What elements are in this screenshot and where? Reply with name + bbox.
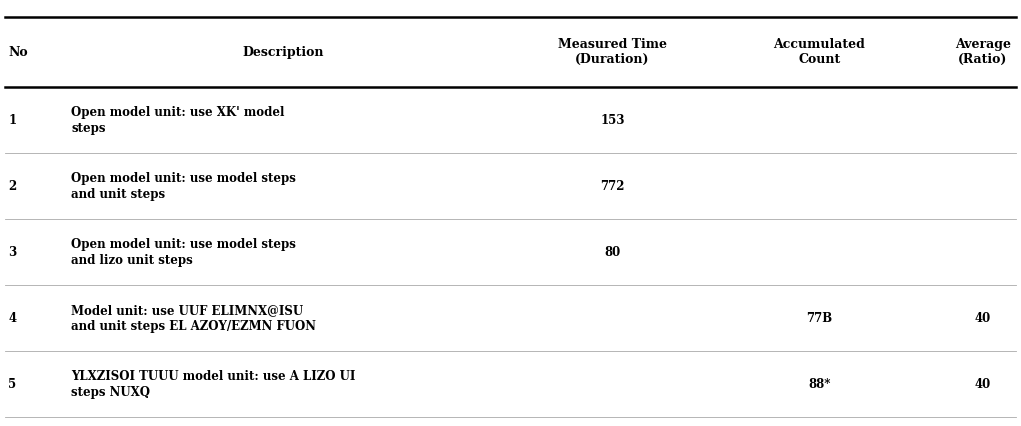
Text: 3: 3 [8,246,16,259]
Text: 153: 153 [600,114,625,127]
Text: YLXZISOI TUUU model unit: use A LIZO UI
steps NUXQ: YLXZISOI TUUU model unit: use A LIZO UI … [71,370,356,399]
Text: 1: 1 [8,114,16,127]
Text: Model unit: use UUF ELIMNX@ISU
and unit steps EL AZOY/EZMN FUON: Model unit: use UUF ELIMNX@ISU and unit … [71,304,317,333]
Text: 40: 40 [975,378,990,391]
Text: Measured Time
(Duration): Measured Time (Duration) [558,38,667,66]
Text: No: No [8,46,28,59]
Text: 772: 772 [600,180,625,193]
Text: Accumulated
Count: Accumulated Count [774,38,865,66]
Text: 77B: 77B [807,312,832,325]
Text: Open model unit: use XK' model
steps: Open model unit: use XK' model steps [71,106,285,135]
Text: Average
(Ratio): Average (Ratio) [955,38,1011,66]
Text: 4: 4 [8,312,16,325]
Text: Open model unit: use model steps
and lizo unit steps: Open model unit: use model steps and liz… [71,238,296,267]
Text: Open model unit: use model steps
and unit steps: Open model unit: use model steps and uni… [71,172,296,201]
Text: 88*: 88* [809,378,830,391]
Text: 80: 80 [604,246,621,259]
Text: 2: 2 [8,180,16,193]
Text: Description: Description [243,46,324,59]
Text: 5: 5 [8,378,16,391]
Text: 40: 40 [975,312,990,325]
